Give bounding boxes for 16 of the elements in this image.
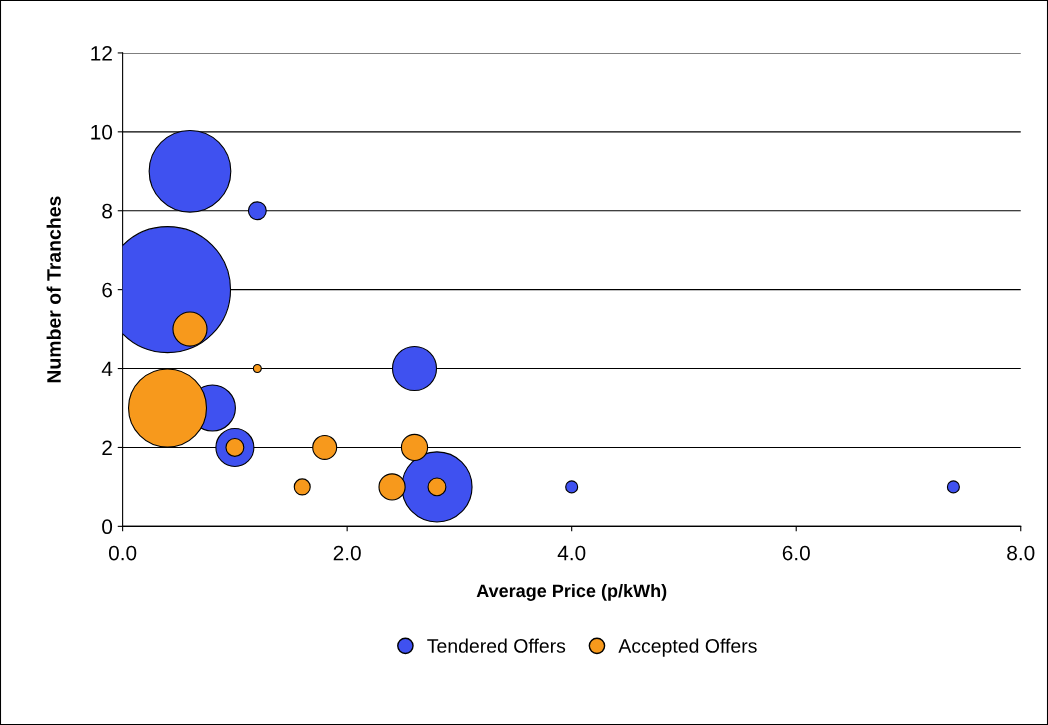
y-tick-label: 10 <box>91 124 113 140</box>
y-tick-label: 8 <box>102 203 112 219</box>
y-tick-label: 0 <box>102 519 113 535</box>
y-tick-label: 4 <box>101 361 113 377</box>
y-tick-label: 12 <box>91 45 112 61</box>
legend-label: Tendered Offers <box>427 638 566 653</box>
y-tick-label: 2 <box>102 440 112 455</box>
x-tick-label: 8.0 <box>1007 545 1035 561</box>
x-axis-title: Average Price (p/kWh) <box>476 583 667 601</box>
x-tick-label: 2.0 <box>333 545 361 561</box>
y-axis-title: Number of Tranches <box>46 196 61 383</box>
legend-label: Accepted Offers <box>618 638 757 657</box>
x-tick-label: 4.0 <box>557 545 586 561</box>
y-tick-label: 6 <box>102 282 112 298</box>
x-tick-label: 6.0 <box>782 545 810 561</box>
x-tick-label: 0.0 <box>108 545 137 561</box>
